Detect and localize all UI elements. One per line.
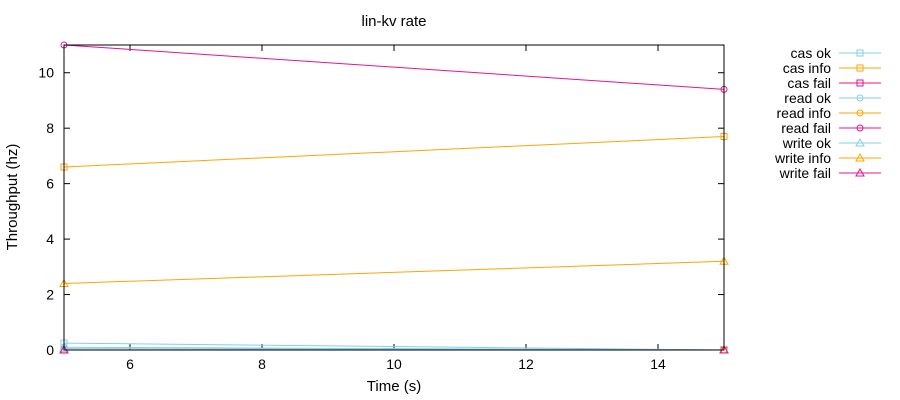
legend-item-cas-ok: cas ok bbox=[791, 45, 881, 61]
legend-label: read info bbox=[777, 105, 832, 121]
legend-label: read ok bbox=[784, 90, 832, 106]
legend-marker bbox=[855, 167, 865, 177]
legend-label: cas info bbox=[783, 60, 831, 76]
legend-label: read fail bbox=[781, 120, 831, 136]
legend-marker bbox=[856, 79, 864, 87]
y-tick-label: 6 bbox=[46, 176, 54, 192]
legend-label: write ok bbox=[782, 135, 832, 151]
y-axis-label: Throughput (hz) bbox=[4, 144, 21, 251]
legend-item-cas-info: cas info bbox=[783, 60, 881, 76]
legend-marker bbox=[855, 137, 865, 147]
x-tick-label: 10 bbox=[386, 356, 402, 372]
x-tick-label: 6 bbox=[126, 356, 134, 372]
legend-item-write-ok: write ok bbox=[782, 135, 881, 151]
legend-marker bbox=[856, 49, 864, 57]
series-cas-ok bbox=[60, 339, 728, 354]
series-cas-info bbox=[60, 133, 728, 171]
series-line-write-info bbox=[63, 260, 725, 284]
x-axis-label: Time (s) bbox=[367, 378, 421, 395]
series-line-cas-info bbox=[63, 136, 725, 168]
y-tick-label: 10 bbox=[38, 65, 54, 81]
legend-marker bbox=[856, 124, 864, 132]
legend-label: cas ok bbox=[791, 45, 832, 61]
legend-item-write-info: write info bbox=[774, 150, 881, 166]
legend-marker bbox=[855, 152, 865, 162]
plot-border bbox=[63, 44, 725, 351]
legend-item-read-ok: read ok bbox=[784, 90, 881, 106]
legend-marker bbox=[856, 94, 864, 102]
x-tick-label: 14 bbox=[650, 356, 666, 372]
legend-item-read-info: read info bbox=[777, 105, 881, 121]
y-tick-label: 0 bbox=[46, 342, 54, 358]
x-tick-label: 8 bbox=[258, 356, 266, 372]
y-tick-label: 8 bbox=[46, 120, 54, 136]
legend-label: write info bbox=[774, 150, 831, 166]
legend-label: cas fail bbox=[787, 75, 831, 91]
axis-ticks bbox=[64, 45, 724, 351]
data-point-write-ok bbox=[59, 343, 69, 353]
x-tick-label: 12 bbox=[518, 356, 534, 372]
legend-marker bbox=[856, 109, 864, 117]
legend-label: write fail bbox=[779, 165, 831, 181]
chart-title: lin-kv rate bbox=[361, 13, 426, 30]
series-layer bbox=[59, 41, 729, 354]
y-tick-label: 4 bbox=[46, 231, 54, 247]
y-tick-labels: 0 2 4 6 8 10 bbox=[38, 65, 54, 358]
series-line-read-fail bbox=[63, 44, 725, 90]
legend-item-cas-fail: cas fail bbox=[787, 75, 881, 91]
legend-item-read-fail: read fail bbox=[781, 120, 881, 136]
x-tick-labels: 6 8 10 12 14 bbox=[126, 356, 666, 372]
legend-item-write-fail: write fail bbox=[779, 165, 881, 181]
legend-marker bbox=[856, 64, 864, 72]
series-write-info bbox=[59, 256, 729, 287]
series-line-cas-ok bbox=[63, 342, 725, 351]
y-tick-label: 2 bbox=[46, 287, 54, 303]
